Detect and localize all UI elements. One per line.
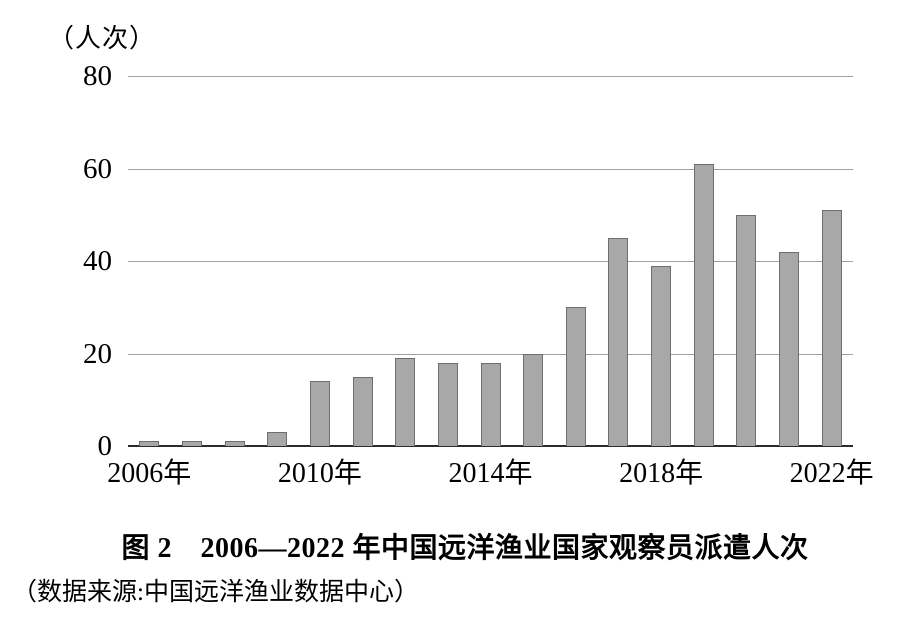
bar-2012年 [395,358,416,446]
bar-2013年 [437,362,458,446]
bar-2007年 [181,441,202,446]
bar-2021年 [779,251,800,446]
bar-2006年 [139,441,160,446]
bar-2015年 [523,353,544,446]
x-tick-label-2010年: 2010年 [277,458,362,489]
gridline-y-60 [128,168,853,170]
x-tick-label-2014年: 2014年 [448,458,533,489]
bar-2019年 [693,163,714,446]
y-tick-label-0: 0 [97,430,113,462]
chart-source-note: （数据来源:中国远洋渔业数据中心） [12,579,419,606]
y-tick-label-20: 20 [83,337,112,370]
y-tick-label-60: 60 [83,152,112,185]
bar-2014年 [480,362,501,446]
bar-2017年 [608,237,629,446]
bar-2010年 [309,381,330,446]
y-tick-label-80: 80 [83,60,112,92]
plot-area [128,76,853,447]
bar-2011年 [352,376,373,446]
gridline-y-80 [128,76,853,77]
bar-2020年 [736,214,757,446]
x-tick-label-2006年: 2006年 [107,458,192,489]
chart-title: 图 2 2006—2022 年中国远洋渔业国家观察员派遣人次 [121,533,809,564]
y-axis-unit-label: （人次） [48,24,157,53]
y-tick-label-40: 40 [83,245,112,277]
bar-2018年 [651,265,672,446]
x-tick-label-2018年: 2018年 [619,458,704,489]
bar-2016年 [565,307,586,446]
x-tick-label-2022年: 2022年 [789,458,874,489]
gridline-y-40 [128,261,853,262]
gridline-y-20 [128,353,853,355]
bar-2009年 [267,432,288,446]
bar-2008年 [224,441,245,446]
x-axis-line [128,445,853,447]
bar-2022年 [821,210,842,446]
